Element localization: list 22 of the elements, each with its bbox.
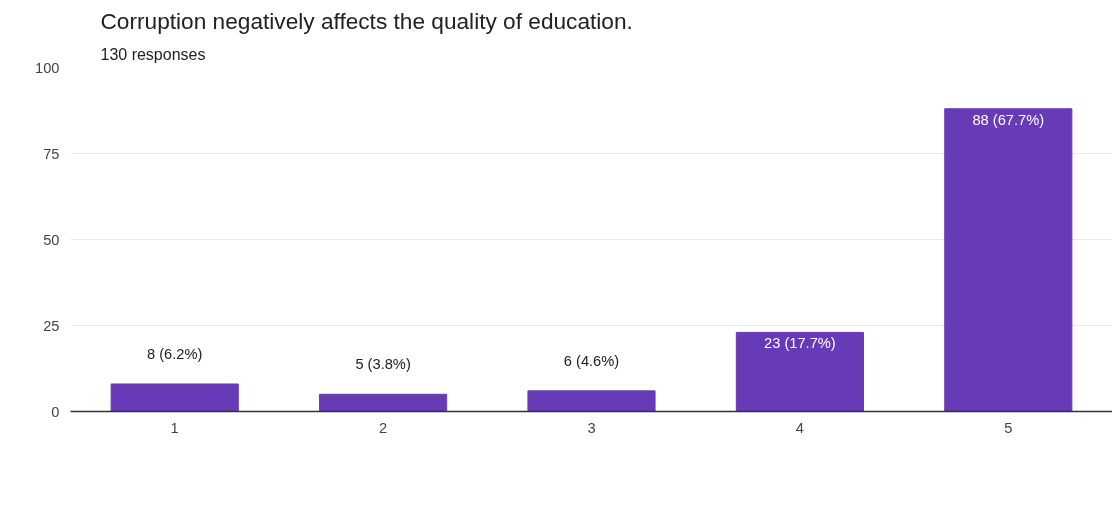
x-tick-label: 1 — [170, 419, 179, 436]
data-label: 88 (67.7%) — [972, 111, 1045, 128]
x-tick-label: 4 — [795, 419, 804, 436]
x-tick-label: 5 — [1004, 419, 1013, 436]
x-tick-label: 2 — [379, 419, 388, 436]
data-label: 23 (17.7%) — [764, 335, 836, 352]
bar — [944, 108, 1073, 412]
data-label: 5 (3.8%) — [355, 356, 411, 373]
bar — [110, 383, 239, 412]
bar — [319, 393, 448, 412]
y-tick-label: 100 — [35, 59, 60, 76]
y-tick-label: 25 — [43, 317, 60, 334]
data-label: 8 (6.2%) — [147, 345, 203, 362]
chart-title: Corruption negatively affects the quality of education. — [100, 7, 633, 34]
x-tick-label: 3 — [587, 419, 596, 436]
chart-subtitle: 130 responses — [100, 45, 206, 63]
bar — [527, 390, 656, 412]
y-tick-label: 0 — [51, 403, 60, 420]
y-tick-label: 75 — [43, 145, 60, 162]
y-tick-label: 50 — [43, 231, 60, 248]
bar — [735, 331, 864, 412]
data-label: 6 (4.6%) — [563, 352, 620, 369]
